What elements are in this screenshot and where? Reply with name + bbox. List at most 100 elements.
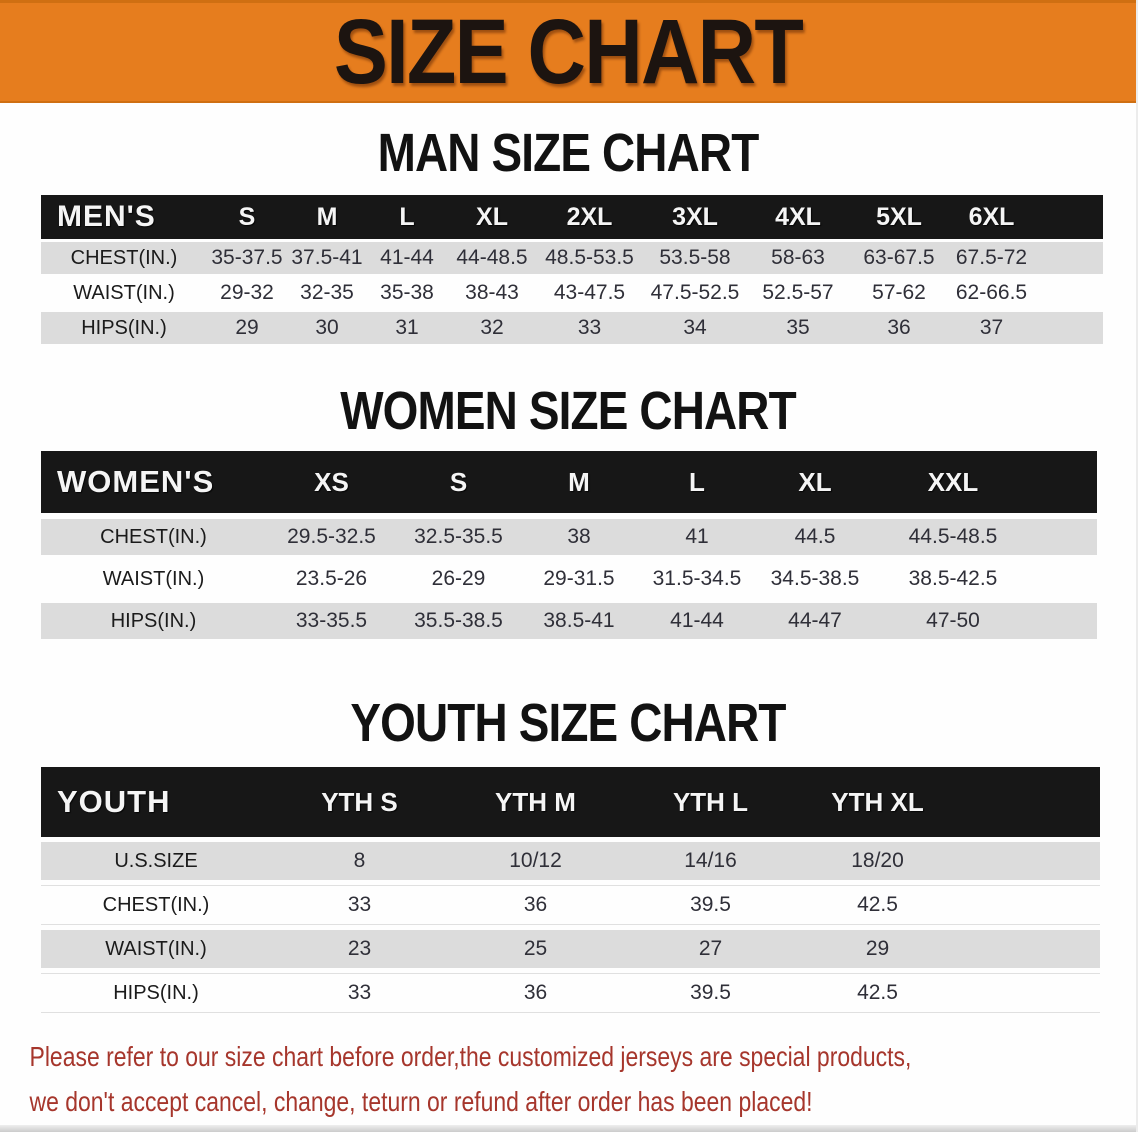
size-value: 44.5-48.5 [874, 519, 1097, 555]
size-value: 39.5 [623, 885, 798, 925]
size-value: 23 [271, 930, 448, 968]
size-value: 35.5-38.5 [397, 603, 520, 639]
size-value: 23.5-26 [295, 567, 368, 590]
men-section-title: MAN SIZE CHART [377, 123, 760, 183]
banner-title: SIZE CHART [333, 1, 804, 103]
size-value: 52.5-57 [762, 281, 834, 304]
youth-group-label: YOUTH [41, 767, 271, 837]
size-column-header: YTH M [448, 767, 623, 837]
size-value: 25 [448, 930, 623, 968]
size-value: 32 [447, 312, 537, 344]
footer-line-2: we don't accept cancel, change, teturn o… [29, 1086, 813, 1117]
measurement-row: WAIST(IN.) 29-32 32-35 35-38 38-43 43-47.5 47.… [41, 277, 1103, 309]
size-value: 29-31.5 [543, 567, 615, 590]
size-value: 29 [798, 930, 1100, 968]
size-value: 44-47 [756, 603, 874, 639]
size-column-header: M [287, 195, 367, 239]
size-value: 58-63 [748, 242, 848, 274]
measurement-row: CHEST(IN.) 35-37.5 37.5-41 41-44 44-48.5 48.5… [41, 242, 1103, 274]
measurement-row: WAIST(IN.) 23 25 27 29 [41, 930, 1100, 968]
size-value: 39.5 [623, 973, 798, 1013]
size-value: 67.5-72 [950, 242, 1103, 274]
women-group-label: WOMEN'S [41, 451, 266, 513]
header-row: YOUTH YTH S YTH M YTH L YTH XL [41, 767, 1100, 837]
size-value: 41-44 [638, 603, 756, 639]
size-value: 33 [271, 885, 448, 925]
size-value: 47.5-52.5 [650, 281, 740, 304]
size-value: 29 [207, 312, 287, 344]
size-column-header: L [638, 451, 756, 513]
size-value: 42.5 [798, 885, 1100, 925]
measurement-row: U.S.SIZE 8 10/12 14/16 18/20 [41, 842, 1100, 880]
size-value: 35-38 [380, 281, 434, 304]
size-value: 8 [271, 842, 448, 880]
size-value: 34 [642, 312, 748, 344]
size-column-header: XXL [874, 451, 1097, 513]
size-value: 41 [638, 519, 756, 555]
size-column-header: 4XL [748, 195, 848, 239]
measurement-row: HIPS(IN.) 33 36 39.5 42.5 [41, 973, 1100, 1013]
size-value: 30 [287, 312, 367, 344]
size-value: 29.5-32.5 [266, 519, 397, 555]
size-column-header: 5XL [848, 195, 950, 239]
measurement-row: HIPS(IN.) 33-35.5 35.5-38.5 38.5-41 41-44 44-… [41, 603, 1097, 639]
size-value: 53.5-58 [642, 242, 748, 274]
measurement-row-label: WAIST(IN.) [73, 281, 175, 304]
measurement-row: HIPS(IN.) 29 30 31 32 33 34 35 36 37 [41, 312, 1103, 344]
size-column-header: XL [756, 451, 874, 513]
size-value: 18/20 [798, 842, 1100, 880]
measurement-row-label: U.S.SIZE [41, 842, 271, 880]
size-value: 36 [848, 312, 950, 344]
footer-disclaimer: Please refer to our size chart before or… [0, 1034, 932, 1124]
size-value: 29-32 [220, 281, 274, 304]
measurement-row-label: WAIST(IN.) [41, 930, 271, 968]
size-column-header: YTH L [623, 767, 798, 837]
size-value: 36 [448, 885, 623, 925]
size-value: 47-50 [874, 603, 1097, 639]
size-column-header: 2XL [537, 195, 642, 239]
size-column-header: L [367, 195, 447, 239]
size-value: 32-35 [300, 281, 354, 304]
size-value: 37.5-41 [287, 242, 367, 274]
size-value: 33 [537, 312, 642, 344]
bottom-edge-strip [0, 1125, 1136, 1132]
size-value: 38-43 [465, 281, 519, 304]
women-size-table: WOMEN'S XS S M L XL XXL CHEST(IN.) 29.5-32.5 32.5… [41, 445, 1097, 645]
size-value: 36 [448, 973, 623, 1013]
measurement-row-label: CHEST(IN.) [41, 885, 271, 925]
men-group-label: MEN'S [41, 195, 207, 239]
size-value: 57-62 [872, 281, 926, 304]
size-column-header: YTH S [271, 767, 448, 837]
size-value: 38.5-41 [520, 603, 638, 639]
size-value: 31.5-34.5 [652, 567, 742, 590]
size-value: 32.5-35.5 [397, 519, 520, 555]
size-value: 10/12 [448, 842, 623, 880]
measurement-row-label: WAIST(IN.) [102, 567, 205, 590]
size-value: 44-48.5 [447, 242, 537, 274]
size-value: 33 [271, 973, 448, 1013]
measurement-row: CHEST(IN.) 33 36 39.5 42.5 [41, 885, 1100, 925]
size-value: 41-44 [367, 242, 447, 274]
size-value: 37 [950, 312, 1103, 344]
size-value: 38 [520, 519, 638, 555]
size-value: 62-66.5 [955, 281, 1028, 304]
men-size-table: MEN'S S M L XL 2XL 3XL 4XL 5XL 6XL CHEST(IN.) 35-37… [41, 192, 1103, 347]
size-value: 42.5 [798, 973, 1100, 1013]
measurement-row: WAIST(IN.) 23.5-26 26-29 29-31.5 31.5-34.5 34… [41, 561, 1097, 597]
size-value: 44.5 [756, 519, 874, 555]
size-value: 31 [367, 312, 447, 344]
size-column-header: XS [266, 451, 397, 513]
footer-line-1: Please refer to our size chart before or… [29, 1041, 912, 1072]
size-column-header: XL [447, 195, 537, 239]
youth-section-title: YOUTH SIZE CHART [350, 693, 786, 753]
youth-size-table: YOUTH YTH S YTH M YTH L YTH XL U.S.SIZE 8 10/12… [41, 762, 1100, 1018]
measurement-row-label: CHEST(IN.) [41, 242, 207, 274]
size-value: 43-47.5 [553, 281, 626, 304]
size-value: 27 [623, 930, 798, 968]
size-column-header: 6XL [950, 195, 1103, 239]
women-section-title: WOMEN SIZE CHART [340, 381, 796, 441]
size-chart-banner: SIZE CHART [0, 0, 1136, 103]
size-column-header: M [520, 451, 638, 513]
size-value: 48.5-53.5 [537, 242, 642, 274]
